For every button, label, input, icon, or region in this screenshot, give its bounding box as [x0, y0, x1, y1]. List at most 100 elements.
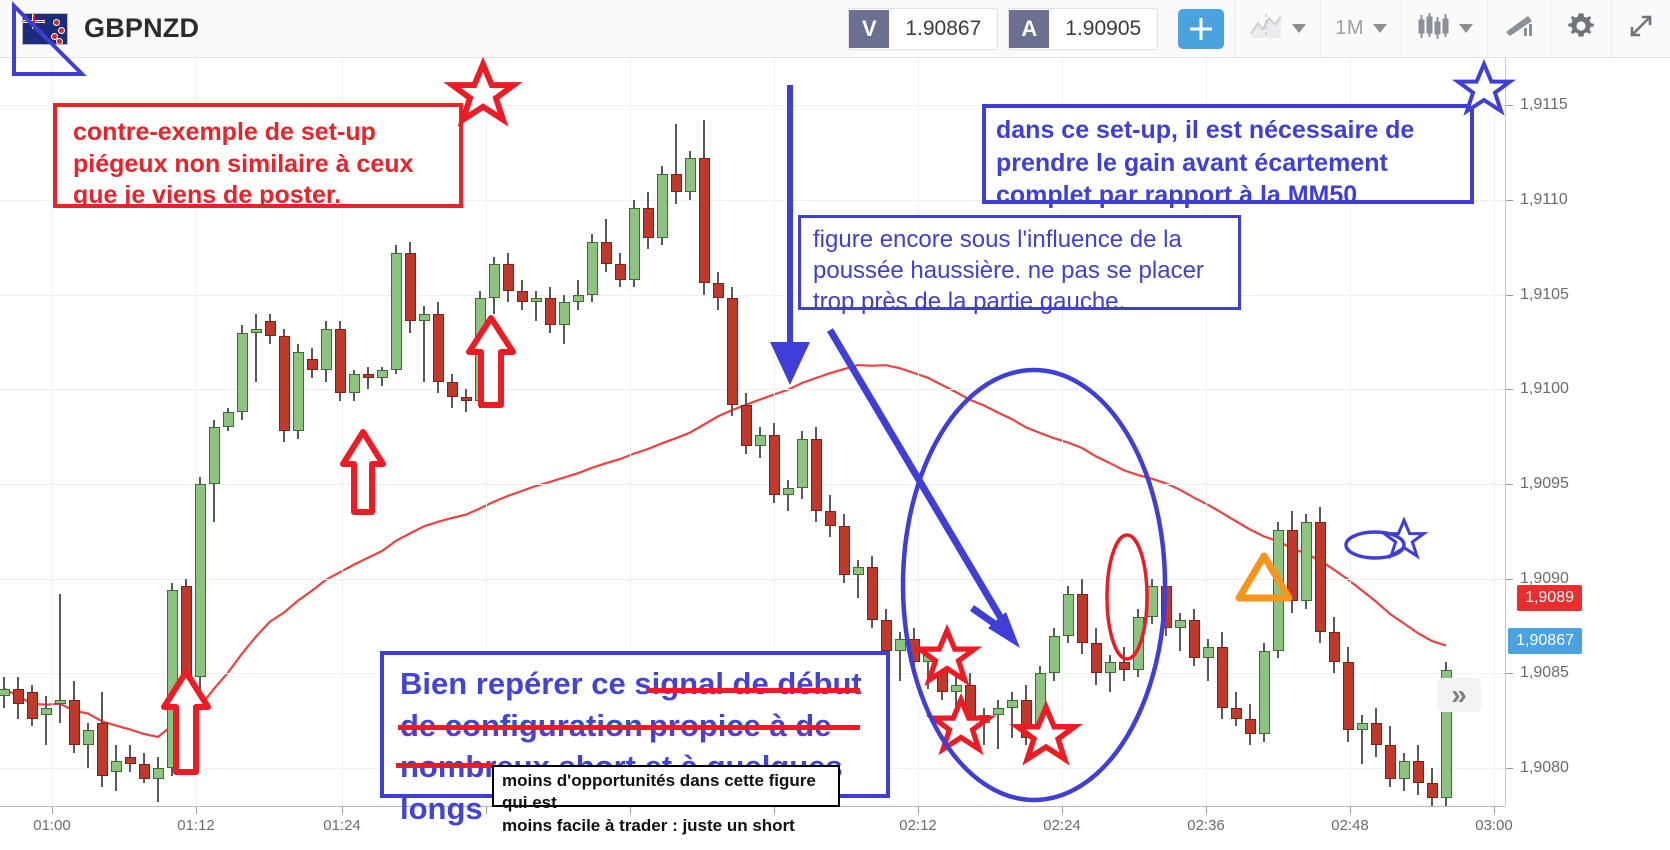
time-tick-label: 01:00	[33, 817, 71, 834]
candlestick	[642, 58, 654, 806]
candlestick	[348, 58, 360, 806]
gridline-horizontal	[0, 294, 1505, 296]
candlestick	[222, 58, 234, 806]
candlestick	[600, 58, 612, 806]
time-tick	[1206, 807, 1207, 814]
candlestick	[488, 58, 500, 806]
candlestick	[208, 58, 220, 806]
crosshair-icon[interactable]	[1178, 8, 1225, 49]
bid-quote[interactable]: V 1.90867	[848, 7, 999, 50]
price-axis[interactable]: 1,9115 1,9110 1,9105 1,9100 1,9095 1,9090 1,90…	[1505, 58, 1670, 806]
timeframe-button[interactable]: 1M	[1320, 0, 1401, 58]
candlestick	[1412, 58, 1424, 806]
annotation-blue-topright-text: dans ce set-up, il est nécessaire de pre…	[996, 116, 1415, 209]
candlestick	[0, 58, 10, 806]
chevron-down-icon[interactable]	[1459, 24, 1473, 33]
scroll-to-realtime-button[interactable]: »	[1437, 678, 1481, 712]
time-tick	[342, 807, 343, 814]
price-tick	[1506, 673, 1513, 675]
gridline-horizontal	[0, 105, 1505, 107]
time-tick	[774, 807, 775, 814]
time-tick-label: 02:12	[899, 817, 937, 834]
candlestick	[292, 58, 304, 806]
time-tick	[630, 807, 631, 814]
candlestick	[1440, 58, 1452, 806]
candlestick-icon	[1416, 11, 1450, 46]
candle-style-button[interactable]	[1401, 0, 1487, 58]
price-tick-label: 1,9105	[1520, 285, 1569, 303]
time-tick-label: 02:36	[1187, 817, 1225, 834]
candlestick	[264, 58, 276, 806]
candlestick	[964, 58, 976, 806]
annotation-blue-topright[interactable]: dans ce set-up, il est nécessaire de pre…	[982, 104, 1474, 209]
price-tick	[1506, 484, 1513, 486]
candlestick	[1342, 58, 1354, 806]
candlestick	[1202, 58, 1214, 806]
price-tick-label: 1,9085	[1520, 664, 1569, 682]
price-tick-label: 1,9095	[1520, 475, 1569, 493]
candlestick	[1356, 58, 1368, 806]
gridline-horizontal	[0, 200, 1505, 202]
symbol-title: GBPNZD	[84, 13, 200, 43]
candlestick	[446, 58, 458, 806]
candlestick	[516, 58, 528, 806]
candlestick	[614, 58, 626, 806]
settings-button[interactable]	[1550, 0, 1611, 58]
price-tick	[1506, 294, 1513, 296]
annotation-blue-bottom-struck3: longs	[400, 790, 483, 826]
ask-value: 1.90905	[1065, 16, 1142, 40]
chevron-down-icon[interactable]	[1373, 24, 1387, 33]
price-tick-label: 1,9100	[1520, 380, 1569, 398]
indicators-button[interactable]	[1487, 0, 1550, 58]
new-zealand-flag-icon	[22, 12, 68, 45]
annotation-red-topleft-text: contre-exemple de set-up piégeux non sim…	[73, 118, 414, 209]
chart-header: GBPNZD V 1.90867 A 1.90905	[0, 0, 1670, 58]
time-tick-label: 03:00	[1475, 817, 1513, 834]
gridline-vertical	[1350, 58, 1351, 806]
candlestick	[1370, 58, 1382, 806]
gridline-horizontal	[0, 389, 1505, 391]
candlestick	[558, 58, 570, 806]
candlestick	[768, 58, 780, 806]
annotation-blue-bottom-line1: Bien repérer ce signal de début	[400, 666, 862, 701]
ask-quote[interactable]: A 1.90905	[1008, 7, 1159, 50]
gridline-horizontal	[0, 484, 1505, 486]
candlestick	[810, 58, 822, 806]
annotation-black-small[interactable]: moins d'opportunités dans cette figure q…	[492, 765, 840, 835]
candlestick	[390, 58, 402, 806]
candlestick	[1230, 58, 1242, 806]
candlestick	[712, 58, 724, 806]
candlestick	[726, 58, 738, 806]
candlestick	[908, 58, 920, 806]
bid-badge: V	[849, 9, 890, 48]
annotation-red-topleft[interactable]: contre-exemple de set-up piégeux non sim…	[53, 103, 463, 209]
line-chart-icon	[1249, 12, 1283, 45]
annotation-blue-middle[interactable]: figure encore sous l'influence de la pou…	[798, 215, 1241, 315]
indicators-icon	[1502, 12, 1536, 45]
candlestick	[698, 58, 710, 806]
candlestick	[68, 58, 80, 806]
candlestick	[628, 58, 640, 806]
time-tick-label: 01:24	[323, 817, 361, 834]
gridline-vertical	[196, 58, 197, 806]
candlestick	[530, 58, 542, 806]
gridline-vertical	[486, 58, 487, 806]
candlestick	[754, 58, 766, 806]
time-tick	[52, 807, 53, 814]
time-tick	[486, 807, 487, 814]
candlestick	[12, 58, 24, 806]
time-tick	[918, 807, 919, 814]
candlestick	[1188, 58, 1200, 806]
candlestick	[1314, 58, 1326, 806]
candlestick	[936, 58, 948, 806]
candlestick	[306, 58, 318, 806]
buy-price-badge[interactable]: 1,90867	[1508, 628, 1582, 655]
time-tick	[1494, 807, 1495, 814]
chart-type-button[interactable]	[1234, 0, 1320, 58]
fullscreen-button[interactable]	[1611, 0, 1670, 58]
candlestick	[26, 58, 38, 806]
candlestick	[656, 58, 668, 806]
candlestick	[278, 58, 290, 806]
sell-price-badge[interactable]: 1,9089	[1517, 584, 1582, 611]
chevron-down-icon[interactable]	[1292, 24, 1307, 33]
